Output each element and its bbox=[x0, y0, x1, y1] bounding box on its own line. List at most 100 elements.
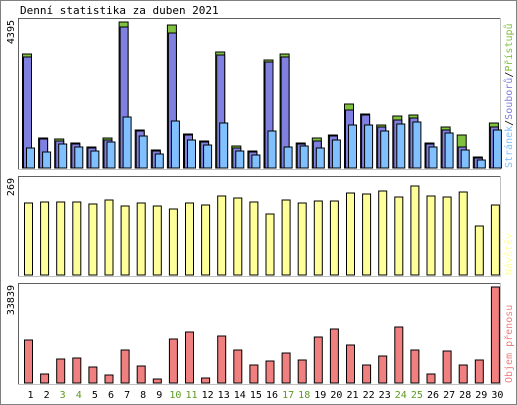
x-label-day-7: 7 bbox=[124, 390, 130, 401]
bar-stranek-13 bbox=[219, 122, 229, 169]
bar-stranek-23 bbox=[380, 130, 390, 169]
legend-pristupu: Přístupů bbox=[503, 23, 515, 71]
bar-visits-4 bbox=[72, 201, 82, 276]
bar-stranek-14 bbox=[235, 150, 245, 169]
legend-stranek: Stránek bbox=[503, 126, 515, 168]
bar-visits-6 bbox=[104, 199, 114, 276]
x-label-day-2: 2 bbox=[44, 390, 50, 401]
bar-visits-18 bbox=[297, 202, 307, 276]
bar-visits-7 bbox=[120, 205, 130, 276]
bar-stranek-3 bbox=[58, 143, 68, 169]
bar-stranek-28 bbox=[460, 149, 470, 169]
bar-visits-19 bbox=[313, 200, 323, 276]
bar-visits-15 bbox=[249, 201, 259, 276]
bar-visits-23 bbox=[378, 190, 388, 276]
bar-visits-1 bbox=[24, 202, 33, 276]
bar-stranek-2 bbox=[42, 151, 52, 169]
bar-visits-26 bbox=[426, 195, 436, 276]
bar-visits-28 bbox=[458, 191, 468, 276]
bar-stranek-4 bbox=[74, 146, 84, 169]
bar-visits-14 bbox=[233, 197, 243, 276]
panel-bg-volume bbox=[18, 283, 501, 385]
bar-volume-10 bbox=[168, 338, 178, 384]
bar-stranek-10 bbox=[170, 120, 180, 169]
bar-volume-4 bbox=[72, 357, 82, 384]
x-label-day-12: 12 bbox=[202, 390, 214, 401]
bar-stranek-5 bbox=[90, 150, 100, 169]
bar-volume-8 bbox=[136, 365, 146, 384]
ymax-label-volume: 33839 bbox=[6, 285, 17, 315]
bar-volume-1 bbox=[24, 339, 33, 384]
x-label-day-24: 24 bbox=[395, 390, 407, 401]
x-label-day-1: 1 bbox=[27, 390, 33, 401]
bar-stranek-1 bbox=[26, 147, 35, 169]
bar-volume-20 bbox=[329, 328, 339, 384]
x-label-day-21: 21 bbox=[346, 390, 358, 401]
bar-volume-22 bbox=[362, 364, 372, 384]
x-label-day-9: 9 bbox=[156, 390, 162, 401]
bar-visits-29 bbox=[474, 225, 484, 276]
bar-visits-12 bbox=[201, 204, 211, 276]
bar-volume-13 bbox=[217, 335, 227, 384]
x-label-day-3: 3 bbox=[60, 390, 66, 401]
bar-stranek-12 bbox=[203, 144, 213, 169]
x-label-day-13: 13 bbox=[218, 390, 230, 401]
x-label-day-26: 26 bbox=[427, 390, 439, 401]
bar-stranek-21 bbox=[348, 124, 357, 169]
x-label-day-17: 17 bbox=[282, 390, 294, 401]
legend-hits: Stránek/Souborů/Přístupů bbox=[503, 23, 515, 168]
bar-volume-18 bbox=[297, 359, 307, 384]
bar-volume-27 bbox=[442, 350, 452, 384]
panel-bg-visits bbox=[18, 176, 501, 277]
x-label-day-25: 25 bbox=[411, 390, 423, 401]
bar-volume-28 bbox=[458, 364, 468, 384]
x-label-day-20: 20 bbox=[330, 390, 342, 401]
bar-visits-8 bbox=[136, 202, 146, 276]
bar-volume-25 bbox=[410, 349, 420, 384]
bar-visits-10 bbox=[168, 208, 178, 276]
bar-visits-16 bbox=[265, 213, 275, 276]
bar-stranek-22 bbox=[364, 124, 374, 169]
bar-visits-25 bbox=[410, 185, 420, 276]
bar-volume-24 bbox=[394, 326, 404, 384]
x-label-day-8: 8 bbox=[140, 390, 146, 401]
bar-volume-7 bbox=[120, 349, 130, 384]
bar-stranek-9 bbox=[154, 153, 164, 169]
bar-volume-21 bbox=[346, 344, 355, 384]
bar-volume-2 bbox=[40, 373, 50, 384]
x-label-day-5: 5 bbox=[92, 390, 98, 401]
bar-visits-9 bbox=[152, 205, 162, 276]
legend-visits: Návštěv bbox=[503, 233, 515, 275]
bar-visits-20 bbox=[329, 200, 339, 276]
x-label-day-29: 29 bbox=[475, 390, 487, 401]
bar-volume-6 bbox=[104, 374, 114, 384]
x-label-day-22: 22 bbox=[363, 390, 375, 401]
x-label-day-11: 11 bbox=[185, 390, 197, 401]
bar-stranek-29 bbox=[476, 159, 486, 169]
bar-stranek-16 bbox=[267, 130, 277, 169]
x-label-day-15: 15 bbox=[250, 390, 262, 401]
bar-stranek-8 bbox=[138, 135, 148, 169]
bar-volume-29 bbox=[474, 359, 484, 384]
bar-volume-16 bbox=[265, 360, 275, 384]
bar-visits-2 bbox=[40, 201, 50, 276]
bar-stranek-7 bbox=[122, 116, 132, 169]
bar-volume-17 bbox=[281, 352, 291, 384]
bar-visits-17 bbox=[281, 199, 291, 276]
bar-visits-3 bbox=[56, 201, 66, 276]
bar-volume-19 bbox=[313, 336, 323, 384]
bar-stranek-24 bbox=[396, 123, 406, 169]
bar-stranek-15 bbox=[251, 154, 261, 169]
bar-volume-9 bbox=[152, 378, 162, 384]
bar-volume-11 bbox=[185, 331, 194, 384]
bar-visits-21 bbox=[346, 192, 355, 276]
bar-volume-5 bbox=[88, 366, 98, 384]
x-label-day-27: 27 bbox=[443, 390, 455, 401]
bar-visits-30 bbox=[490, 204, 500, 276]
bar-stranek-11 bbox=[187, 139, 196, 169]
bar-visits-11 bbox=[185, 202, 194, 276]
bar-volume-3 bbox=[56, 358, 66, 384]
ymax-label-visits: 269 bbox=[6, 178, 17, 196]
bar-volume-14 bbox=[233, 349, 243, 384]
legend-sep-2: / bbox=[504, 72, 515, 78]
